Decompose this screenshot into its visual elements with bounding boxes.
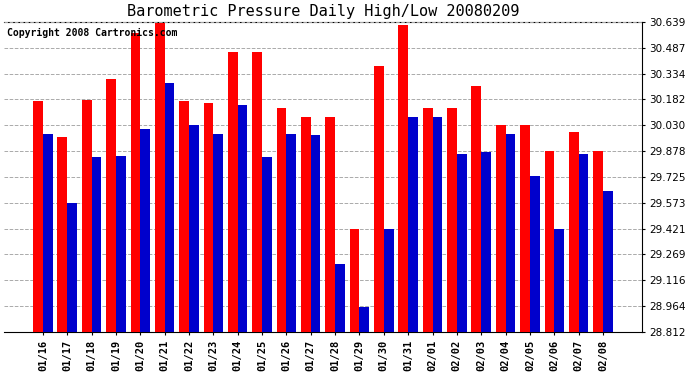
Bar: [277, 108, 286, 332]
Bar: [286, 134, 296, 332]
Bar: [447, 108, 457, 332]
Bar: [140, 129, 150, 332]
Bar: [569, 132, 579, 332]
Bar: [579, 154, 589, 332]
Bar: [481, 152, 491, 332]
Bar: [603, 191, 613, 332]
Bar: [179, 101, 189, 332]
Bar: [359, 307, 369, 332]
Bar: [593, 151, 603, 332]
Bar: [457, 154, 466, 332]
Bar: [335, 264, 345, 332]
Bar: [228, 52, 237, 332]
Bar: [57, 137, 67, 332]
Bar: [471, 86, 481, 332]
Bar: [544, 151, 554, 332]
Bar: [262, 158, 272, 332]
Bar: [82, 100, 92, 332]
Bar: [253, 52, 262, 332]
Bar: [398, 25, 408, 332]
Bar: [384, 229, 393, 332]
Bar: [165, 82, 175, 332]
Bar: [92, 158, 101, 332]
Bar: [189, 125, 199, 332]
Bar: [106, 79, 116, 332]
Bar: [116, 156, 126, 332]
Bar: [408, 117, 418, 332]
Bar: [43, 134, 52, 332]
Text: Copyright 2008 Cartronics.com: Copyright 2008 Cartronics.com: [8, 28, 178, 38]
Bar: [204, 103, 213, 332]
Bar: [33, 101, 43, 332]
Bar: [326, 117, 335, 332]
Bar: [155, 23, 165, 332]
Bar: [130, 33, 140, 332]
Bar: [350, 229, 359, 332]
Bar: [506, 134, 515, 332]
Bar: [301, 117, 310, 332]
Bar: [554, 229, 564, 332]
Bar: [374, 66, 384, 332]
Bar: [496, 125, 506, 332]
Bar: [67, 203, 77, 332]
Bar: [310, 135, 320, 332]
Bar: [433, 117, 442, 332]
Bar: [423, 108, 433, 332]
Bar: [530, 176, 540, 332]
Title: Barometric Pressure Daily High/Low 20080209: Barometric Pressure Daily High/Low 20080…: [127, 4, 519, 19]
Bar: [213, 134, 223, 332]
Bar: [520, 125, 530, 332]
Bar: [237, 105, 248, 332]
